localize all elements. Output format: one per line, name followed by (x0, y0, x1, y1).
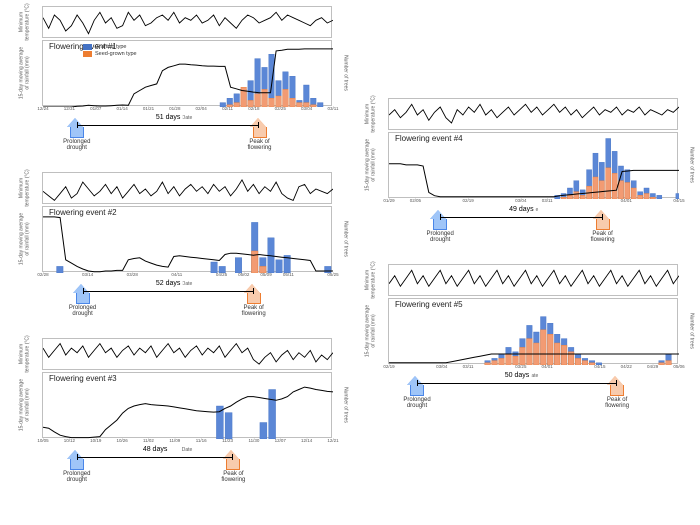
y-axis-label: 15-day moving averageof rainfall (mm) (366, 305, 377, 357)
annotation-zone: Prolongeddrought Peak offlowering 48 days (42, 438, 332, 498)
days-brace: 52 days (83, 288, 254, 298)
temp-plot-svg (389, 99, 679, 131)
y-axis-label: Minimumtemperature (°C) (366, 261, 377, 298)
y-axis-label: Minimumtemperature (°C) (366, 95, 377, 132)
annotation-zone: Prolongeddrought Peak offlowering 52 days (42, 272, 332, 332)
panel-2: Minimumtemperature (°C)15-day moving ave… (42, 172, 332, 332)
y-axis-label-right: Number of trees (342, 55, 348, 91)
column: Minimumtemperature (°C)15-day moving ave… (42, 6, 332, 504)
panel-4: Minimumtemperature (°C)15-day moving ave… (388, 98, 678, 258)
panel-3: Minimumtemperature (°C)15-day moving ave… (42, 338, 332, 498)
days-brace: 49 days (440, 214, 602, 224)
panel-1: Minimumtemperature (°C)15-day moving ave… (42, 6, 332, 166)
temp-plot: Minimumtemperature (°C) (388, 264, 678, 296)
y-axis-label-right: Number of trees (688, 313, 694, 349)
y-axis-label-right: Number of trees (688, 147, 694, 183)
drought-arrow-label: Prolongeddrought (55, 139, 99, 152)
y-axis-label: 15-day moving averageof rainfall (mm) (20, 379, 31, 431)
peak-arrow-label: Peak offlowering (595, 397, 639, 410)
rain-plot: 15-day moving averageof rainfall (mm)Num… (42, 40, 332, 106)
temp-plot: Minimumtemperature (°C) (388, 98, 678, 130)
temp-plot: Minimumtemperature (°C) (42, 172, 332, 204)
days-brace: 48 days (77, 454, 234, 464)
temp-plot-svg (43, 173, 333, 205)
temp-plot: Minimumtemperature (°C) (42, 338, 332, 370)
y-axis-label: Minimumtemperature (°C) (20, 169, 31, 206)
panel-5: Minimumtemperature (°C)15-day moving ave… (388, 264, 678, 424)
event-title: Flowering event #2 (49, 208, 117, 217)
temp-plot-svg (43, 7, 333, 39)
rain-plot: 15-day moving averageof rainfall (mm)Num… (42, 372, 332, 438)
drought-arrow-label: Prolongeddrought (61, 305, 105, 318)
peak-arrow-label: Peak offlowering (238, 139, 282, 152)
peak-arrow-label: Peak offlowering (581, 231, 625, 244)
rain-plot: 15-day moving averageof rainfall (mm)Num… (388, 132, 678, 198)
temp-plot-svg (43, 339, 333, 371)
y-axis-label: 15-day moving averageof rainfall (mm) (20, 213, 31, 265)
rain-plot: 15-day moving averageof rainfall (mm)Num… (42, 206, 332, 272)
y-axis-label: 15-day moving averageof rainfall (mm) (20, 47, 31, 99)
annotation-zone: Prolongeddrought Peak offlowering 51 days (42, 106, 332, 166)
rain-plot: 15-day moving averageof rainfall (mm)Num… (388, 298, 678, 364)
temp-plot-svg (389, 265, 679, 297)
y-axis-label-right: Number of trees (342, 221, 348, 257)
event-title: Flowering event #4 (395, 134, 463, 143)
days-brace: 51 days (77, 122, 260, 132)
event-title: Flowering event #3 (49, 374, 117, 383)
peak-arrow-label: Peak offlowering (211, 471, 255, 484)
temp-plot: Minimumtemperature (°C) (42, 6, 332, 38)
y-axis-label-right: Number of trees (342, 387, 348, 423)
y-axis-label: Minimumtemperature (°C) (20, 3, 31, 40)
event-title: Flowering event #5 (395, 300, 463, 309)
column: Minimumtemperature (°C)15-day moving ave… (388, 98, 678, 430)
drought-arrow-label: Prolongeddrought (418, 231, 462, 244)
annotation-zone: Prolongeddrought Peak offlowering 50 days (388, 364, 678, 424)
drought-arrow-label: Prolongeddrought (55, 471, 99, 484)
y-axis-label: Minimumtemperature (°C) (20, 335, 31, 372)
drought-arrow-label: Prolongeddrought (395, 397, 439, 410)
y-axis-label: 15-day moving averageof rainfall (mm) (366, 139, 377, 191)
annotation-zone: Prolongeddrought Peak offlowering 49 days (388, 198, 678, 258)
peak-arrow-label: Peak offlowering (232, 305, 276, 318)
days-brace: 50 days (417, 380, 617, 390)
legend: Grafting typeSeed-grown type (83, 43, 137, 57)
